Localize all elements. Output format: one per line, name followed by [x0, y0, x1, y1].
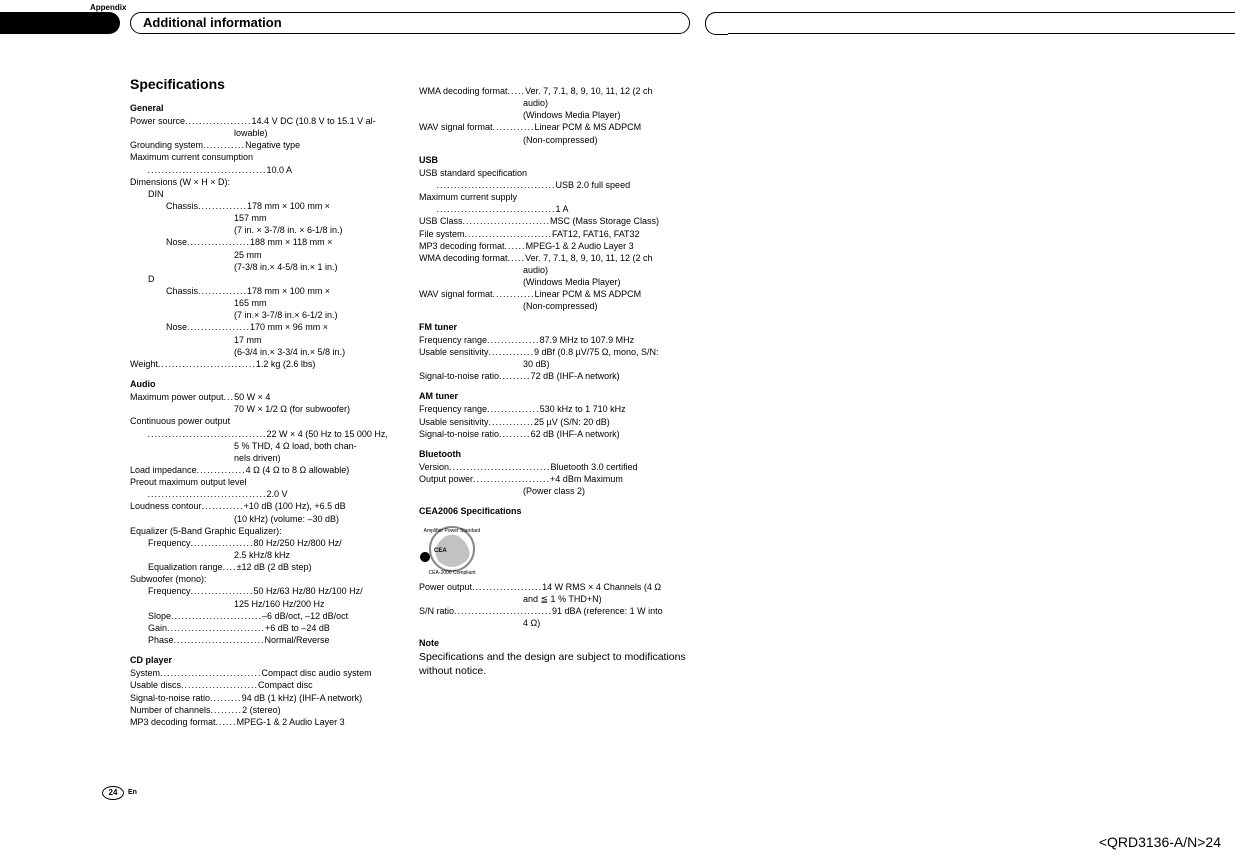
lang-label: En [128, 788, 137, 797]
content-area: Specifications General Power source ....… [130, 75, 690, 728]
note-body: Specifications and the design are subjec… [419, 651, 690, 678]
page-number-block: 24 En [102, 786, 137, 800]
note-heading: Note [419, 637, 690, 649]
footer-code: <QRD3136-A/N>24 [1099, 833, 1221, 852]
bluetooth-heading: Bluetooth [419, 448, 690, 460]
header-rule-right [705, 12, 1235, 34]
usb-heading: USB [419, 154, 690, 166]
svg-text:CEA-2006 Compliant: CEA-2006 Compliant [429, 570, 477, 576]
spec-row: Power source ................... 14.4 V … [130, 115, 401, 127]
general-heading: General [130, 102, 401, 114]
fm-heading: FM tuner [419, 321, 690, 333]
cea2006-heading: CEA2006 Specifications [419, 505, 690, 517]
title-bar: Additional information [130, 12, 690, 34]
section-title: Additional information [143, 14, 282, 32]
am-heading: AM tuner [419, 390, 690, 402]
column-2: WMA decoding format ..... Ver. 7, 7.1, 8… [419, 75, 690, 728]
specifications-heading: Specifications [130, 75, 401, 94]
audio-heading: Audio [130, 378, 401, 390]
svg-text:CEA: CEA [434, 548, 447, 554]
page-number: 24 [102, 786, 124, 800]
header-pill [0, 12, 120, 34]
column-1: Specifications General Power source ....… [130, 75, 401, 728]
cea-logo-icon: Amplifier Power Standard CEA-2006 Compli… [419, 522, 489, 577]
svg-text:Amplifier Power Standard: Amplifier Power Standard [424, 528, 481, 534]
cd-heading: CD player [130, 654, 401, 666]
